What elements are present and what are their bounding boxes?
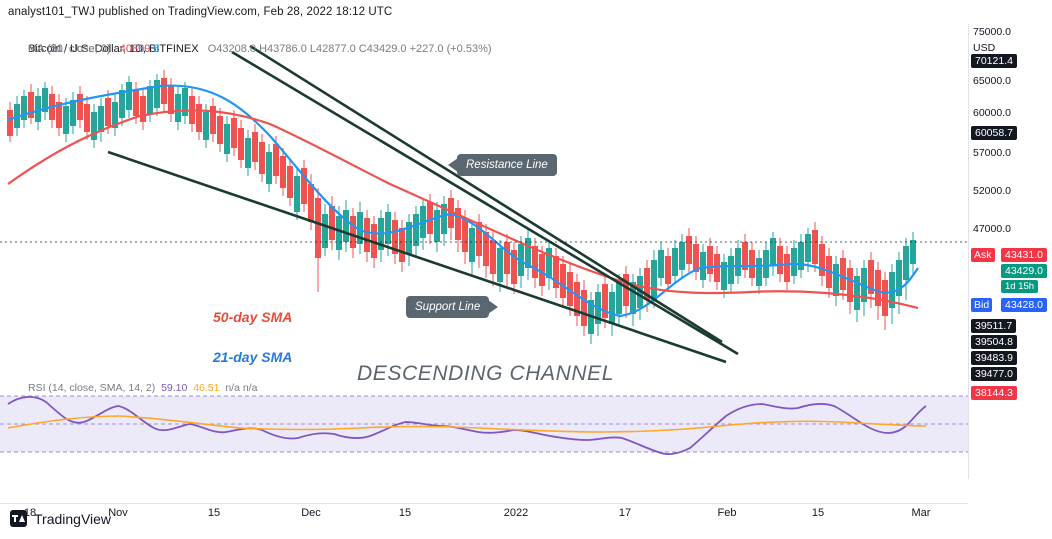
price-tag-38144: 38144.3 [971,386,1017,400]
ask-price: 43431.0 [1001,248,1047,262]
price-tag-39511: 39511.7 [971,319,1017,333]
bid-tag-label: Bid [971,298,993,312]
support-callout: Support Line [406,296,499,318]
ma21-line [7,84,919,318]
price-legend: Bitcoin / U.S. Dollar, 1D, BITFINEX O432… [28,42,492,56]
callout-tail [448,158,458,172]
legend-ma21-row: MA (21, close, 0) 40890.8 [28,42,159,56]
rsi-legend: RSI (14, close, SMA, 14, 2) 59.10 46.51 … [28,382,257,394]
descending-channel-label: DESCENDING CHANNEL [357,362,615,385]
ask-tag-label: Ask [971,248,995,262]
tradingview-wordmark: TradingView [34,510,112,527]
rsi-na-values: n/a n/a [225,382,258,394]
resistance-line [231,50,739,356]
x-tick-6: 17 [618,507,632,519]
legend-ma50-value: 40369. [119,43,154,55]
x-tick-5: 2022 [503,507,529,519]
price-tag-39504: 39504.8 [971,335,1017,349]
price-tag-39477: 39477.0 [971,367,1017,381]
legend-symbol: Bitcoin / U.S. Dollar, 1D, BITFINEX [28,43,199,55]
x-tick-1: Nov [108,507,128,519]
rsi-pane[interactable]: RSI (14, close, SMA, 14, 2) 59.10 46.51 … [0,382,998,474]
x-tick-4: 15 [398,507,412,519]
price-tick-75000: 75000.0 [973,26,1011,38]
price-axis-unit: USD [973,42,996,54]
rsi-value: 59.10 [161,382,188,394]
bid-price: 43428.0 [1001,298,1047,312]
price-pane[interactable]: Bitcoin / U.S. Dollar, 1D, BITFINEX O432… [0,24,968,385]
price-tick-60000: 60000.0 [973,107,1011,119]
price-tick-52000: 52000.0 [973,185,1011,197]
price-tick-47000: 47000.0 [973,223,1011,235]
legend-ohlc: O43208.0 H43786.0 L42877.0 C43429.0 +227… [207,43,492,55]
x-tick-8: 15 [811,507,825,519]
x-tick-7: Feb [717,507,737,519]
candlestick-series [0,44,968,364]
rsi-plot [0,395,968,455]
price-tag-39483: 39483.9 [971,351,1017,365]
x-tick-9: Mar [911,507,931,519]
x-tick-3: Dec [301,507,321,519]
legend-ma50-row: MA (50, close, 0) 40369. [28,42,153,56]
price-tag-70121: 70121.4 [971,54,1017,68]
x-tick-2: 15 [207,507,221,519]
legend-ma21-value: 40890.8 [119,43,160,55]
rsi-line [7,396,927,455]
price-tick-65000: 65000.0 [973,75,1011,87]
sma21-label: 21-day SMA [213,349,293,365]
resistance-line-2 [249,44,723,344]
sma50-label: 50-day SMA [213,309,293,325]
legend-ma50-label: MA (50, close, 0) [28,43,111,55]
publish-header: analyst101_TWJ published on TradingView.… [8,6,393,18]
footer-brand: TradingView [10,510,111,527]
resistance-callout-label: Resistance Line [466,159,548,171]
tradingview-logo-icon [10,510,27,527]
price-tag-60058: 60058.7 [971,126,1017,140]
callout-tail-2 [488,300,499,314]
resistance-callout: Resistance Line [448,154,557,176]
last-price-tag: 43429.0 [1001,264,1047,278]
support-callout-label: Support Line [415,301,481,313]
ma50-line [7,109,919,310]
rsi-signal-line [7,415,927,433]
price-tick-57000: 57000.0 [973,147,1011,159]
support-line [107,150,727,364]
price-plot [0,44,968,364]
rsi-signal-value: 46.51 [193,382,220,394]
legend-ma21-label: MA (21, close, 0) [28,43,111,55]
price-axis[interactable]: 75000.0 USD 70121.4 65000.0 60000.0 6005… [968,24,1052,479]
x-axis: 18 Nov 15 Dec 15 2022 17 Feb 15 Mar [0,503,968,526]
chart-area[interactable]: Bitcoin / U.S. Dollar, 1D, BITFINEX O432… [0,24,998,519]
rsi-legend-label: RSI (14, close, SMA, 14, 2) [28,382,156,394]
countdown-tag: 1d 15h [1001,280,1039,293]
